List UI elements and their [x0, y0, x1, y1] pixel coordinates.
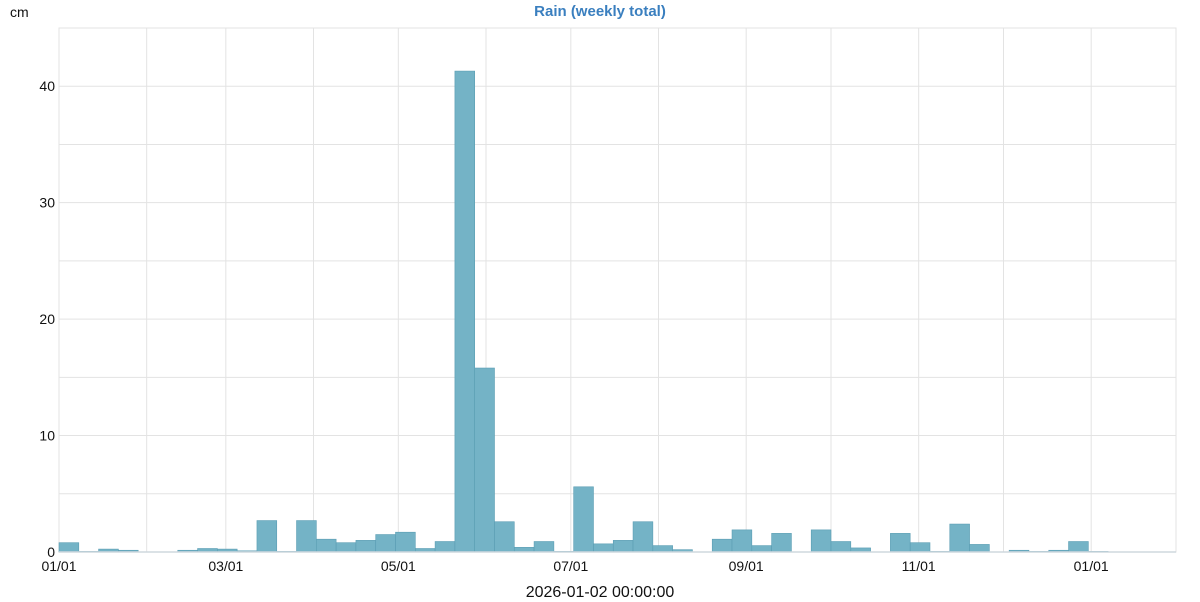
x-tick-label: 01/01 — [1074, 558, 1109, 574]
x-tick-label: 01/01 — [41, 558, 76, 574]
x-axis-label: 2026-01-02 00:00:00 — [525, 584, 675, 601]
chart-title: Rain (weekly total) — [534, 3, 666, 20]
rain-bar — [731, 529, 753, 553]
rain-bar — [434, 541, 456, 553]
rain-bar — [296, 520, 317, 553]
rain-bar — [830, 541, 852, 553]
rain-bar — [969, 544, 990, 553]
rain-bar — [771, 533, 792, 553]
rain-bar — [711, 538, 733, 553]
rain-bar — [316, 538, 337, 553]
x-tick-label: 07/01 — [553, 558, 588, 574]
rain-bar — [612, 540, 634, 553]
rain-bar — [335, 542, 357, 553]
rain-bar — [890, 533, 911, 553]
y-axis-label: cm — [10, 4, 29, 20]
rain-bar — [593, 543, 614, 553]
rain-bar — [355, 540, 377, 553]
rain-bar — [573, 486, 594, 553]
rain-bar — [751, 545, 772, 553]
y-tick-label: 40 — [39, 78, 55, 94]
y-tick-label: 30 — [39, 195, 55, 211]
rain-bar — [395, 531, 416, 553]
rain-bar — [810, 529, 832, 553]
x-tick-label: 05/01 — [381, 558, 416, 574]
rain-bar — [454, 70, 475, 553]
rain-bar — [494, 521, 515, 553]
x-tick-label: 03/01 — [208, 558, 243, 574]
y-tick-label: 10 — [39, 428, 55, 444]
x-tick-label: 09/01 — [729, 558, 764, 574]
rain-bar — [58, 542, 80, 553]
rain-bar — [949, 523, 970, 553]
rain-bar — [652, 545, 673, 553]
rain-bar — [632, 521, 654, 553]
y-tick-label: 20 — [39, 311, 55, 327]
rain-bar — [375, 534, 396, 553]
x-tick-label: 11/01 — [902, 558, 936, 574]
rain-bar — [909, 542, 931, 553]
rain-bar — [256, 520, 278, 553]
y-tick-label: 0 — [47, 544, 55, 560]
rain-bar — [533, 541, 555, 553]
rain-bar — [474, 367, 495, 553]
plot-frame — [58, 27, 1177, 553]
rain-bar — [1068, 541, 1089, 553]
